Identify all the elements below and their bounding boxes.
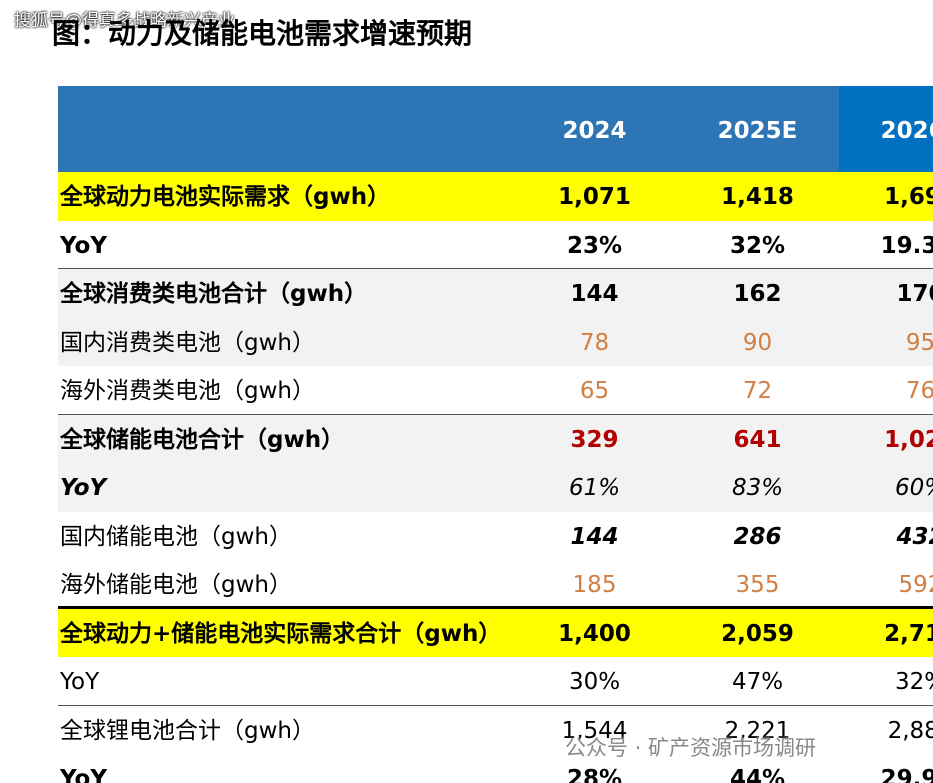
- column-header: 2026E: [839, 86, 933, 172]
- row-label: 全球消费类电池合计（gwh）: [60, 281, 368, 307]
- table-row: 海外储能电池（gwh） 185 355 592: [58, 560, 933, 609]
- cell: 28%: [566, 766, 623, 783]
- cell: 30%: [568, 669, 621, 695]
- cell: 76: [905, 378, 933, 404]
- cell: 592: [898, 572, 933, 598]
- column-header: 2024: [562, 118, 627, 144]
- footer-watermark: 公众号 · 矿产资源市场调研: [565, 736, 817, 760]
- table-row: 全球动力电池实际需求（gwh） 1,071 1,418 1,692: [58, 172, 933, 221]
- cell: 144: [570, 281, 619, 307]
- table-header: 2024 2025E 2026E: [58, 86, 933, 172]
- cell: 2,716: [884, 620, 933, 647]
- cell: 32%: [729, 232, 786, 259]
- cell: 286: [733, 523, 782, 550]
- row-label: YoY: [60, 475, 107, 501]
- table-row: 国内消费类电池（gwh） 78 90 95: [58, 317, 933, 366]
- cell: 1,024: [884, 426, 933, 453]
- cell: 2,221: [724, 717, 791, 744]
- row-label: YoY: [60, 232, 107, 259]
- row-label: 海外消费类电池（gwh）: [60, 378, 315, 404]
- cell: 32%: [894, 669, 933, 695]
- table-row: 国内储能电池（gwh） 144 286 432: [58, 512, 933, 561]
- cell: 19.3%: [880, 232, 933, 259]
- row-label: YoY: [60, 766, 107, 783]
- row-label: 国内储能电池（gwh）: [60, 523, 292, 550]
- table-row: YoY 61% 83% 60%: [58, 463, 933, 512]
- cell: 355: [735, 572, 780, 598]
- cell: 65: [579, 378, 610, 404]
- cell: 162: [733, 281, 782, 307]
- watermark: 搜狐号@得真多战略新兴产业: [14, 11, 235, 31]
- cell: 60%: [894, 475, 933, 501]
- table-row: YoY 28% 44% 29.9%: [58, 754, 933, 783]
- cell: 1,400: [558, 620, 631, 647]
- cell: 432: [896, 523, 933, 550]
- row-label: 全球动力电池实际需求（gwh）: [60, 184, 391, 210]
- cell: 329: [570, 426, 619, 453]
- row-label: 全球锂电池合计（gwh）: [60, 717, 315, 744]
- cell: 72: [742, 378, 773, 404]
- row-label: 国内消费类电池（gwh）: [60, 329, 315, 356]
- table-row: 全球储能电池合计（gwh） 329 641 1,024: [58, 414, 933, 463]
- cell: 2,886: [887, 717, 933, 744]
- cell: 1,692: [884, 184, 933, 210]
- cell: 144: [570, 523, 619, 550]
- cell: 23%: [566, 232, 623, 259]
- row-label: YoY: [60, 669, 100, 695]
- table-row: 全球动力+储能电池实际需求合计（gwh） 1,400 2,059 2,716: [58, 608, 933, 657]
- row-label: 全球动力+储能电池实际需求合计（gwh）: [60, 620, 502, 647]
- cell: 78: [579, 329, 610, 356]
- table-row: 海外消费类电池（gwh） 65 72 76: [58, 366, 933, 415]
- cell: 641: [733, 426, 782, 453]
- cell: 61%: [568, 475, 621, 501]
- row-label: 全球储能电池合计（gwh）: [60, 426, 345, 453]
- table-row: 全球消费类电池合计（gwh） 144 162 170: [58, 269, 933, 318]
- cell: 83%: [731, 475, 784, 501]
- table-row: 全球锂电池合计（gwh） 1,544 2,221 2,886: [58, 706, 933, 755]
- column-header: 2025E: [717, 118, 798, 144]
- table-row: YoY 30% 47% 32%: [58, 657, 933, 706]
- table-row: YoY 23% 32% 19.3%: [58, 221, 933, 269]
- cell: 1,544: [561, 717, 628, 744]
- cell: 95: [905, 329, 933, 356]
- cell: 2,059: [721, 620, 794, 647]
- cell: 29.9%: [880, 766, 933, 783]
- cell: 185: [572, 572, 617, 598]
- table: 2024 2025E 2026E 全球动力电池实际需求（gwh） 1,071 1,418…: [58, 86, 933, 783]
- cell: 1,418: [721, 184, 794, 210]
- cell: 170: [896, 281, 933, 307]
- cell: 1,071: [558, 184, 631, 210]
- cell: 47%: [731, 669, 784, 695]
- title: 图：动力及储能电池需求增速预期: [52, 17, 473, 50]
- row-label: 海外储能电池（gwh）: [60, 572, 292, 598]
- cell: 90: [742, 329, 773, 356]
- cell: 44%: [729, 766, 786, 783]
